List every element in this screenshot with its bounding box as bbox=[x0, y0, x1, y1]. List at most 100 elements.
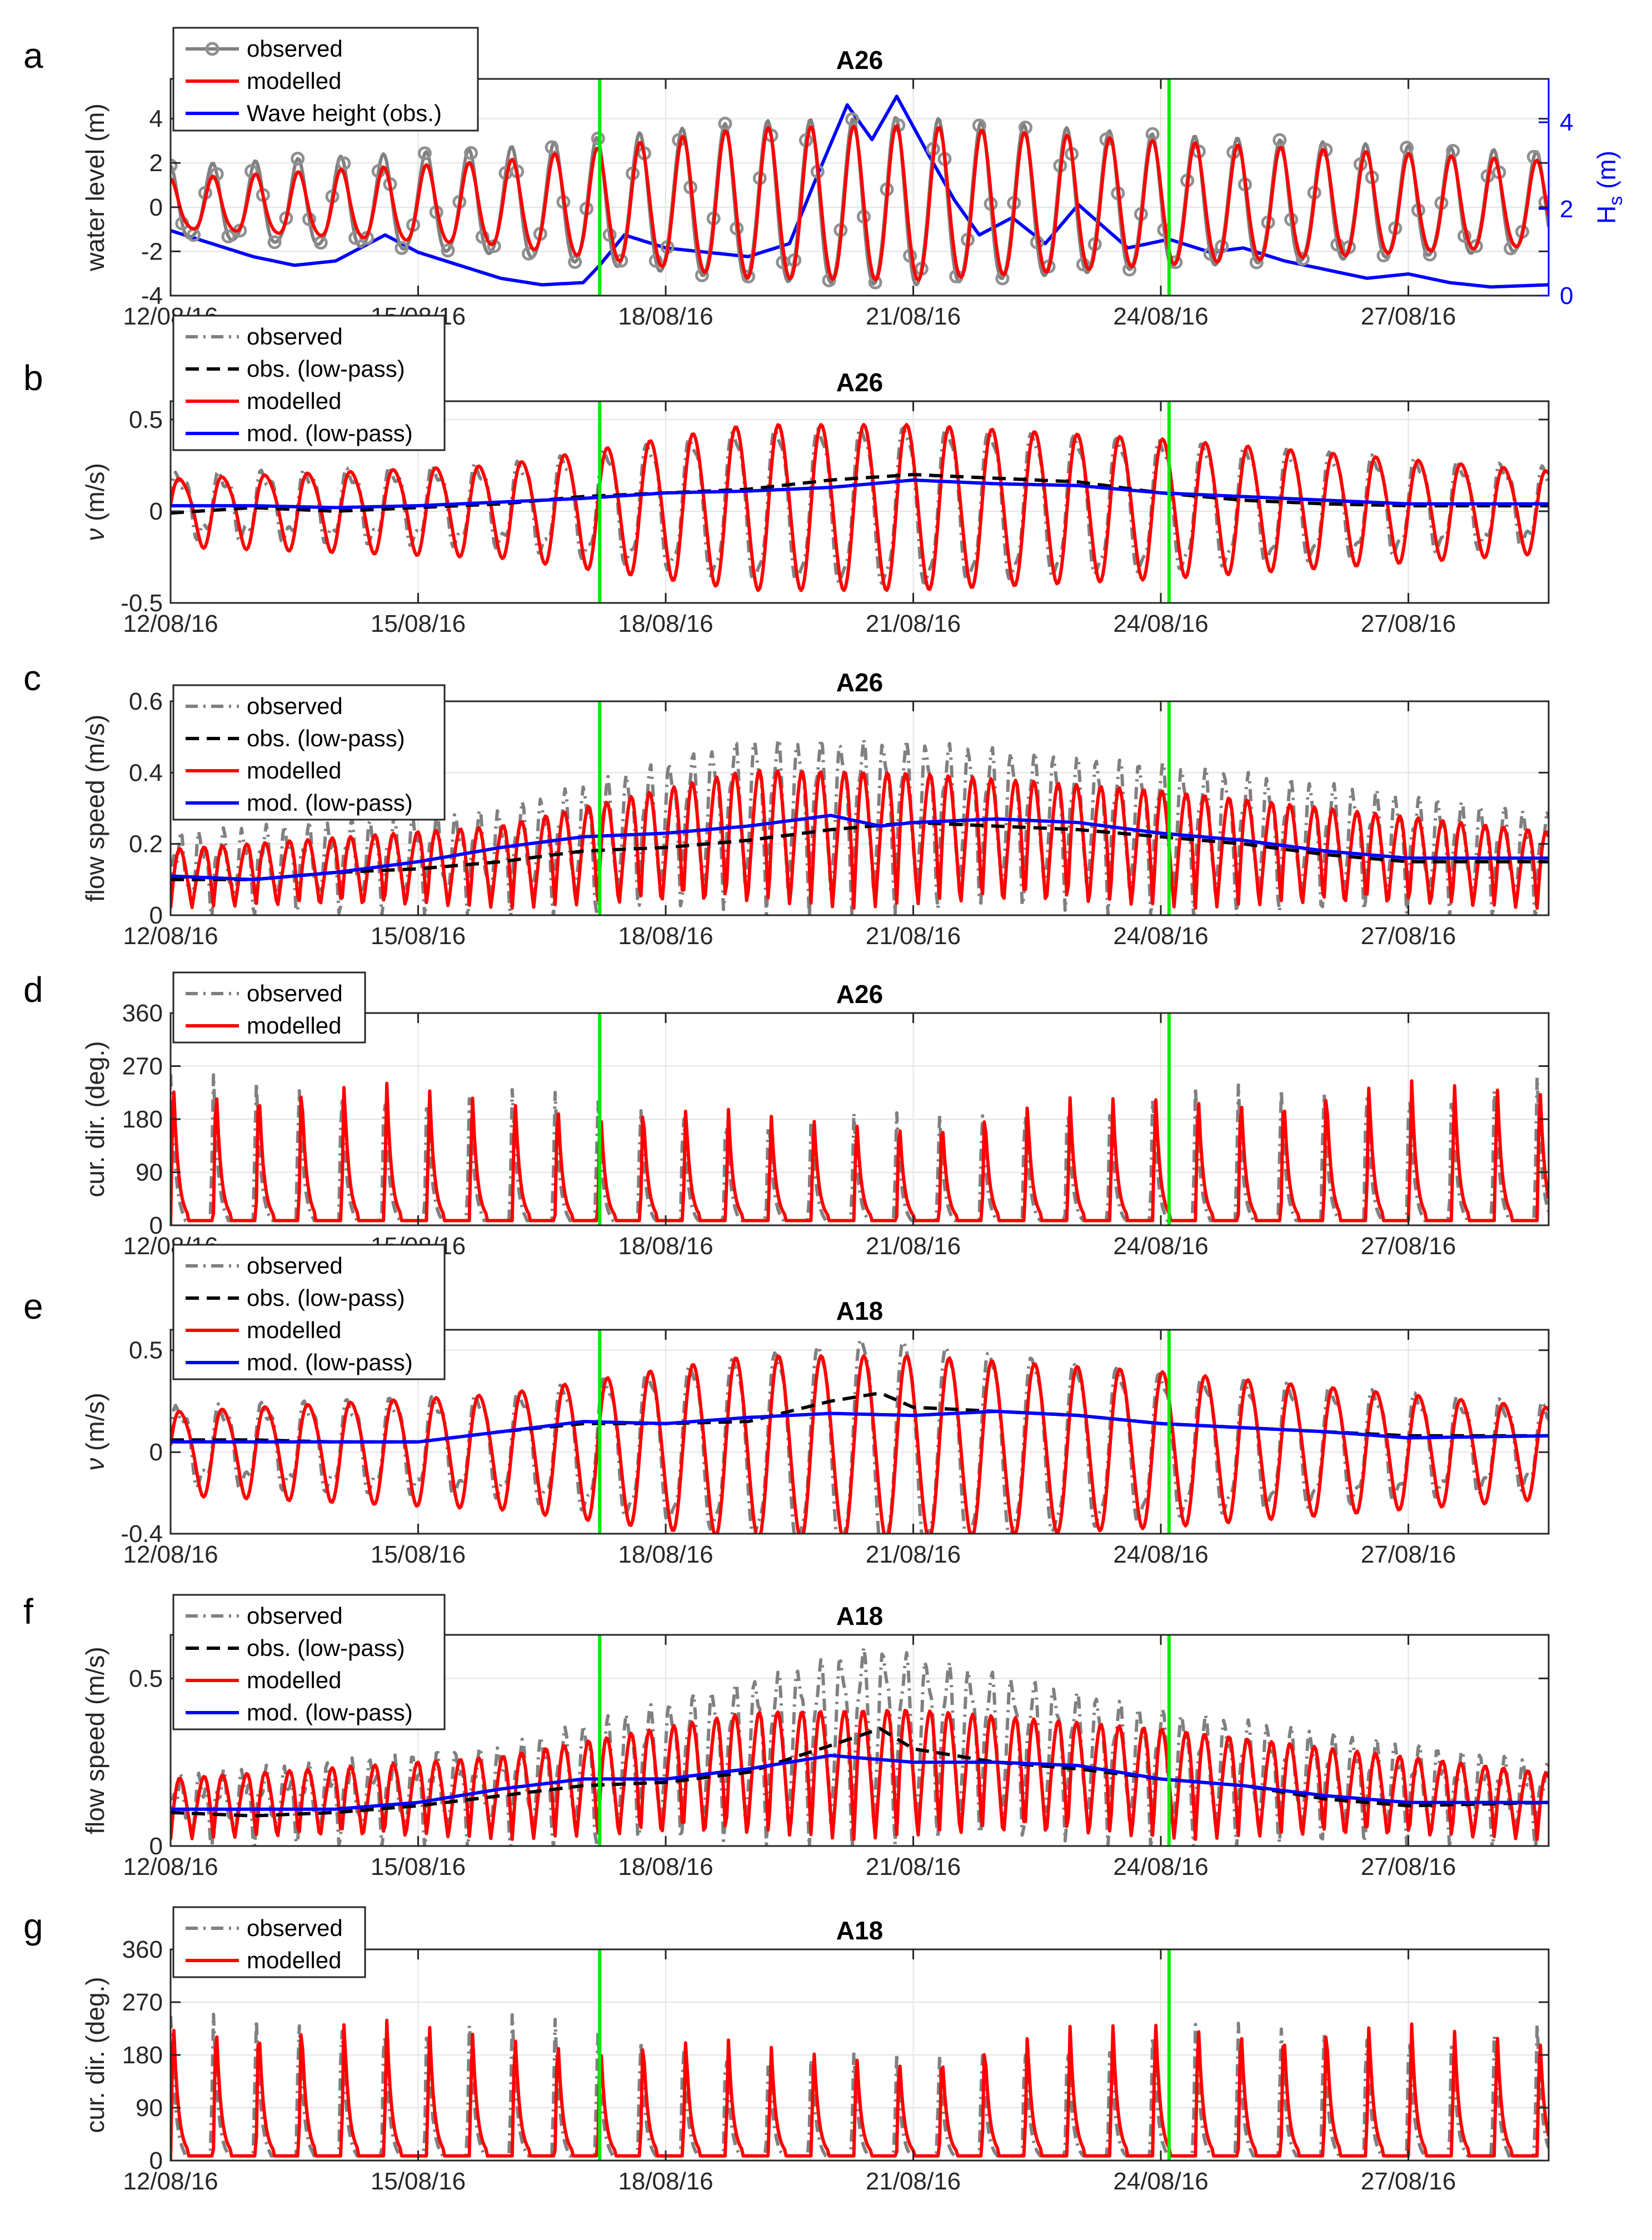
x-tick-label: 27/08/16 bbox=[1361, 922, 1456, 950]
observed-marker bbox=[845, 112, 860, 127]
y-tick-label: 0.4 bbox=[129, 759, 163, 786]
y-tick-label: 360 bbox=[122, 1936, 163, 1963]
y-tick-label: -0.4 bbox=[121, 1520, 163, 1548]
data-layer bbox=[171, 1073, 1549, 1225]
x-tick-label: 15/08/16 bbox=[371, 922, 466, 950]
x-tick-label: 15/08/16 bbox=[371, 2168, 466, 2195]
x-tick-label: 12/08/16 bbox=[123, 922, 218, 950]
y-tick-label: -2 bbox=[141, 238, 163, 265]
y2-axis-label: Hs (m) bbox=[1592, 151, 1626, 224]
panel-letter: b bbox=[23, 358, 43, 398]
panel-a: 12/08/1615/08/1618/08/1621/08/1624/08/16… bbox=[23, 27, 1626, 330]
legend-label: observed bbox=[247, 36, 343, 62]
panel-title: A26 bbox=[836, 668, 883, 697]
panel-title: A26 bbox=[836, 368, 883, 397]
legend-label: mod. (low-pass) bbox=[247, 420, 413, 446]
legend-label: obs. (low-pass) bbox=[247, 725, 405, 751]
y-label-unit: (m/s) bbox=[81, 463, 109, 528]
observed-marker bbox=[1504, 241, 1518, 256]
x-tick-label: 24/08/16 bbox=[1113, 1541, 1208, 1568]
x-tick-label: 12/08/16 bbox=[123, 610, 218, 637]
y2-tick-label: 0 bbox=[1560, 282, 1573, 310]
y-tick-label: 270 bbox=[122, 1053, 163, 1080]
y-axis-label: cur. dir. (deg.) bbox=[81, 1041, 109, 1197]
x-tick-label: 15/08/16 bbox=[371, 1853, 466, 1880]
x-tick-label: 21/08/16 bbox=[866, 303, 961, 330]
series-modelled bbox=[171, 1079, 1549, 1225]
y-tick-label: 0.5 bbox=[129, 1665, 163, 1692]
observed-marker bbox=[221, 230, 236, 244]
series-modelled bbox=[171, 1354, 1549, 1534]
y-tick-label: 4 bbox=[149, 106, 163, 133]
legend-label: modelled bbox=[247, 1317, 341, 1343]
panel-b: 12/08/16 15/08/16 18/08/16 21/08/16 24/08/16… bbox=[23, 315, 1550, 637]
legend-label: obs. (low-pass) bbox=[247, 1635, 405, 1661]
observed-marker bbox=[1272, 133, 1287, 147]
observed-marker bbox=[545, 140, 559, 154]
y-label-unit: (m/s) bbox=[81, 1393, 109, 1458]
observed-marker bbox=[441, 243, 455, 258]
y-tick-label: 90 bbox=[136, 1159, 163, 1186]
x-tick-label: 24/08/16 bbox=[1113, 610, 1208, 637]
series-modelled bbox=[171, 769, 1549, 910]
y2-label-main: H bbox=[1592, 206, 1621, 224]
y2-tick-label: 2 bbox=[1560, 196, 1573, 223]
panel-letter: g bbox=[23, 1906, 43, 1946]
series-observed bbox=[171, 116, 1549, 287]
observed-marker bbox=[741, 270, 756, 284]
x-tick-label: 27/08/16 bbox=[1361, 1541, 1456, 1568]
series-mod-low-pass- bbox=[171, 814, 1549, 881]
x-tick-label: 12/08/16 bbox=[123, 1541, 218, 1568]
legend-label: modelled bbox=[247, 68, 341, 94]
x-tick-label: 27/08/16 bbox=[1361, 610, 1456, 637]
x-tick-label: 18/08/16 bbox=[618, 1233, 713, 1260]
x-tick-label: 27/08/16 bbox=[1361, 303, 1456, 330]
data-layer bbox=[171, 737, 1549, 915]
data-layer bbox=[171, 1338, 1549, 1534]
x-tick-label: 21/08/16 bbox=[866, 610, 961, 637]
data-layer bbox=[171, 94, 1549, 290]
x-tick-label: 24/08/16 bbox=[1113, 2168, 1208, 2195]
legend-label: modelled bbox=[247, 1667, 341, 1693]
y-tick-label: 0 bbox=[149, 194, 163, 221]
panel-e: 12/08/16 15/08/16 18/08/16 21/08/16 24/08/16… bbox=[23, 1244, 1550, 1568]
y-tick-label: 0.6 bbox=[129, 688, 163, 715]
x-tick-label: 24/08/16 bbox=[1113, 1233, 1208, 1260]
x-tick-label: 18/08/16 bbox=[618, 610, 713, 637]
y-axis-label: flow speed (m/s) bbox=[81, 715, 109, 902]
series-obs-low-pass- bbox=[171, 473, 1549, 515]
x-tick-label: 21/08/16 bbox=[866, 1233, 961, 1260]
y-axis-label: cur. dir. (deg.) bbox=[81, 1977, 109, 2133]
y-tick-label: 0 bbox=[149, 1833, 163, 1860]
panel-title: A26 bbox=[836, 46, 883, 74]
observed-marker bbox=[337, 156, 351, 171]
observed-marker bbox=[417, 146, 432, 161]
x-tick-label: 18/08/16 bbox=[618, 303, 713, 330]
axes-box bbox=[169, 400, 1550, 604]
legend-label: observed bbox=[247, 1603, 343, 1629]
y-tick-label: 0 bbox=[149, 2147, 163, 2174]
legend-label: observed bbox=[247, 323, 343, 350]
x-tick-label: 24/08/16 bbox=[1113, 1853, 1208, 1880]
series-modelled bbox=[171, 2018, 1549, 2161]
observed-marker bbox=[614, 253, 628, 268]
x-tick-label: 12/08/16 bbox=[123, 1853, 218, 1880]
y-tick-label: 0 bbox=[149, 902, 163, 929]
panel-g: 12/08/16 15/08/16 18/08/16 21/08/16 24/08/16… bbox=[23, 1906, 1550, 2195]
panel-title: A18 bbox=[836, 1296, 883, 1325]
y2-label-unit: (m) bbox=[1592, 151, 1621, 196]
axes-box bbox=[169, 1634, 1550, 1847]
legend-label: modelled bbox=[247, 388, 341, 414]
legend-label: obs. (low-pass) bbox=[247, 356, 405, 382]
legend-label: observed bbox=[247, 1915, 343, 1941]
legend: observed modelled bbox=[172, 971, 366, 1044]
series-mod-low-pass- bbox=[171, 478, 1549, 510]
legend-label: mod. (low-pass) bbox=[247, 1349, 413, 1375]
legend: observed obs. (low-pass) modelled mod. (low… bbox=[172, 1244, 446, 1380]
y-axis-label: ν (m/s) bbox=[81, 1393, 109, 1471]
y-tick-label: 0 bbox=[149, 1439, 163, 1466]
y-tick-label: 0.2 bbox=[129, 831, 163, 858]
series-obs-low-pass- bbox=[171, 1727, 1549, 1818]
legend: observed modelled Wave height (obs.) bbox=[172, 27, 479, 132]
legend-label: modelled bbox=[247, 1947, 341, 1973]
